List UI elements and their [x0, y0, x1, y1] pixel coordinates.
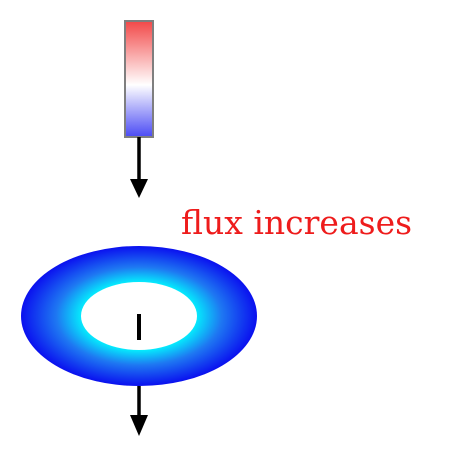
flux-label: flux increases	[181, 203, 412, 242]
magnet-motion-arrow	[130, 137, 148, 198]
loop-motion-arrow	[130, 386, 148, 436]
bar-magnet	[124, 20, 154, 138]
